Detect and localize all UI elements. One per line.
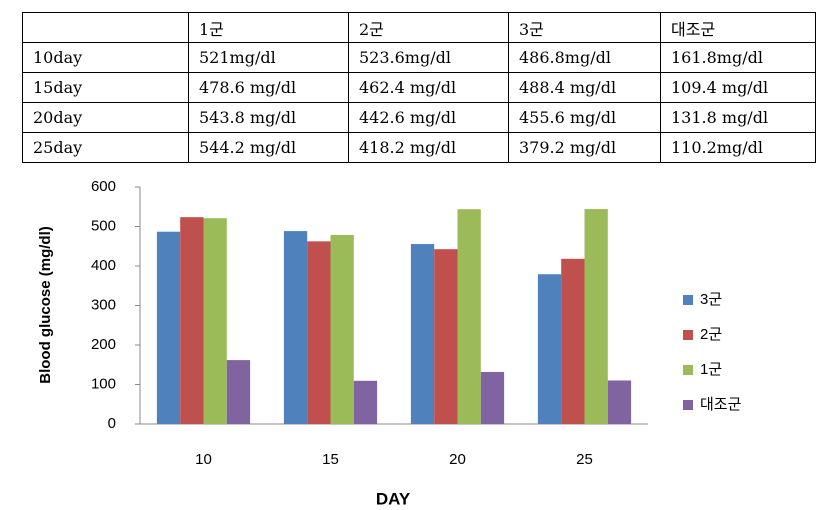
x-tick-label: 25 — [576, 451, 593, 468]
bar — [561, 258, 585, 424]
legend-swatch — [683, 365, 693, 375]
y-tick-label: 600 — [91, 178, 116, 195]
legend-swatch — [683, 330, 693, 340]
cell: 161.8mg/dl — [660, 42, 816, 73]
x-tick-label: 20 — [449, 451, 466, 468]
bar — [180, 217, 204, 424]
column-header: 3군 — [508, 12, 661, 43]
bar — [607, 380, 632, 424]
bar — [410, 244, 435, 424]
table-row: 25day 544.2 mg/dl 418.2 mg/dl 379.2 mg/dl 11… — [22, 132, 816, 163]
legend-label: 대조군 — [700, 396, 742, 413]
legend-swatch — [683, 295, 693, 305]
bar — [283, 231, 308, 424]
cell: 488.4 mg/dl — [508, 72, 661, 103]
x-axis-label: DAY — [376, 489, 411, 508]
y-axis-label: Blood glucose (mg/dl) — [37, 226, 54, 384]
table-row: 15day 478.6 mg/dl 462.4 mg/dl 488.4 mg/dl 10… — [22, 72, 816, 103]
y-tick-label: 100 — [91, 375, 116, 392]
bar — [330, 234, 354, 424]
row-header: 15day — [22, 72, 189, 103]
legend-label: 2군 — [700, 326, 722, 343]
y-tick-label: 500 — [91, 217, 116, 234]
legend-swatch — [683, 400, 693, 410]
bar — [584, 209, 608, 424]
row-header: 20day — [22, 102, 189, 133]
data-table: 1군 2군 3군 대조군 10day 521mg/dl 523.6mg/dl 486.8mg/… — [22, 12, 816, 163]
x-tick-label: 15 — [322, 451, 339, 468]
cell: 131.8 mg/dl — [660, 102, 816, 133]
bar — [156, 231, 181, 424]
cell: 455.6 mg/dl — [508, 102, 661, 133]
y-tick-label: 200 — [91, 336, 116, 353]
cell: 110.2mg/dl — [660, 132, 816, 163]
y-tick-label: 400 — [91, 257, 116, 274]
bar — [434, 249, 458, 424]
table-row: 10day 521mg/dl 523.6mg/dl 486.8mg/dl 161.8mg… — [22, 42, 816, 73]
y-tick-label: 0 — [108, 415, 116, 432]
bar — [307, 241, 331, 424]
x-tick-label: 10 — [195, 451, 212, 468]
cell: 521mg/dl — [188, 42, 349, 73]
cell: 544.2 mg/dl — [188, 132, 349, 163]
table-row: 20day 543.8 mg/dl 442.6 mg/dl 455.6 mg/dl 13… — [22, 102, 816, 133]
legend-label: 1군 — [700, 361, 722, 378]
row-header: 25day — [22, 132, 189, 163]
cell: 442.6 mg/dl — [348, 102, 509, 133]
bar — [226, 360, 251, 424]
cell: 478.6 mg/dl — [188, 72, 349, 103]
bar — [203, 218, 227, 424]
bar — [353, 380, 378, 424]
y-tick-label: 300 — [91, 296, 116, 313]
cell: 379.2 mg/dl — [508, 132, 661, 163]
legend-label: 3군 — [700, 291, 722, 308]
cell: 109.4 mg/dl — [660, 72, 816, 103]
bar — [457, 209, 481, 424]
bar — [480, 371, 505, 424]
bar — [537, 274, 562, 424]
cell: 418.2 mg/dl — [348, 132, 509, 163]
